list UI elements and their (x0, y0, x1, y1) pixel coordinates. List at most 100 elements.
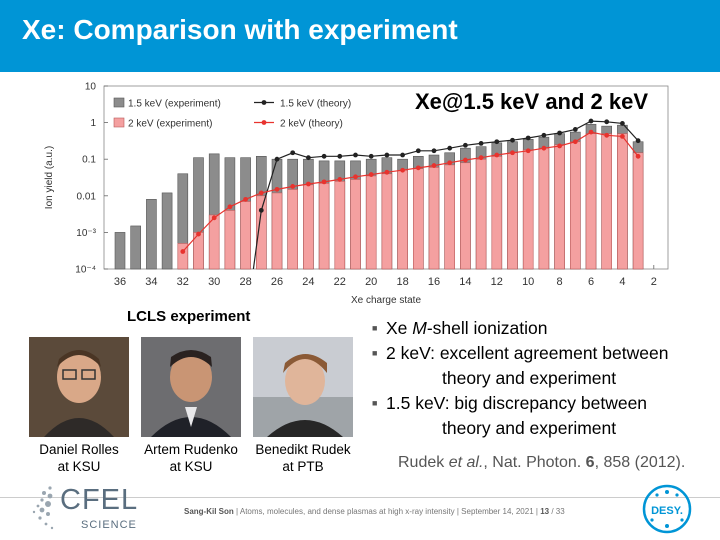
legend-swatch-exp-1-5kev (113, 97, 125, 108)
legend-label: 1.5 keV (experiment) (128, 99, 221, 110)
line-theory-1-5kev-point (384, 152, 390, 158)
line-theory-2kev-point (525, 148, 531, 154)
x-tick-label: 2 (651, 276, 657, 288)
line-theory-2kev-point (478, 155, 484, 161)
person-name: Daniel Rolles (39, 442, 119, 457)
bullet-list: ■ Xe M-shell ionization ■ 2 keV: excellent… (372, 316, 712, 441)
x-tick-label: 36 (114, 276, 126, 288)
footer-author: Sang-Kil Son (184, 507, 234, 516)
x-tick-label: 14 (459, 276, 471, 288)
bar-exp-2kev (287, 189, 299, 270)
line-theory-2kev-point (541, 145, 547, 151)
bullet-rest: -shell ionization (426, 318, 548, 338)
line-theory-2kev-point (321, 179, 327, 185)
line-theory-2kev-point (227, 204, 233, 210)
person-caption-rolles: Daniel Rolles at KSU (19, 441, 139, 475)
line-theory-2kev-point (400, 167, 405, 173)
legend-label: 1.5 keV (theory) (280, 99, 351, 110)
person-affiliation: at KSU (169, 459, 213, 474)
line-theory-2kev-point (306, 181, 311, 187)
footer-text: | Atoms, molecules, and dense plasmas at… (233, 507, 541, 516)
citation-author: Rudek (398, 454, 449, 471)
x-tick-label: 4 (619, 276, 625, 288)
footer-divider (0, 497, 720, 498)
citation-volume: 6 (585, 454, 595, 471)
line-theory-1-5kev-point (541, 132, 547, 138)
bar-exp-2kev (601, 133, 613, 270)
line-theory-2kev-point (258, 190, 264, 196)
line-theory-1-5kev-point (321, 153, 327, 159)
bar-exp-2kev (491, 156, 503, 270)
citation-etal: et al. (448, 454, 484, 471)
x-tick-label: 28 (239, 276, 251, 288)
line-theory-1-5kev-point (525, 135, 531, 141)
page-total: / 33 (549, 507, 565, 516)
line-theory-1-5kev-point (274, 156, 280, 162)
bullet-item: ■ 2 keV: excellent agreement between theo… (372, 341, 712, 391)
person-caption-rudenko: Artem Rudenko at KSU (131, 441, 251, 475)
chart-overlay-title: Xe@1.5 keV and 2 keV (415, 89, 649, 114)
line-theory-2kev-point (463, 157, 468, 163)
line-theory-2kev-point (635, 153, 641, 159)
line-theory-1-5kev-point (415, 148, 421, 154)
line-theory-1-5kev-point (463, 142, 468, 148)
line-theory-1-5kev-point (604, 119, 610, 125)
square-bullet-icon: ■ (372, 348, 378, 358)
line-theory-2kev-point (180, 249, 186, 254)
bullet-continuation: theory and experiment (442, 368, 617, 388)
line-theory-1-5kev-point (337, 153, 343, 159)
cfel-logo-text: CFEL (60, 484, 139, 516)
x-tick-label: 12 (491, 276, 503, 288)
x-tick-label: 20 (365, 276, 377, 288)
line-theory-2kev-point (211, 215, 217, 221)
line-theory-1-5kev-point (635, 138, 641, 144)
line-theory-1-5kev-point (290, 150, 296, 156)
x-tick-label: 18 (396, 276, 408, 288)
line-theory-1-5kev (252, 120, 639, 270)
line-theory-1-5kev-point (510, 137, 515, 143)
y-tick-label: 1 (90, 118, 96, 129)
line-theory-2kev-point (415, 165, 421, 171)
legend-swatch-exp-2kev (113, 117, 125, 128)
bar-exp-2kev (554, 144, 565, 270)
line-theory-2kev-point (243, 196, 249, 202)
bar-exp-2kev (397, 169, 408, 270)
line-theory-1-5kev-point (557, 130, 562, 136)
line-theory-2kev-point (494, 152, 500, 158)
bar-exp-2kev (460, 162, 471, 270)
person-name: Artem Rudenko (144, 442, 238, 457)
line-theory-2kev-point (274, 186, 280, 192)
bar-exp-2kev (507, 152, 518, 270)
x-tick-label: 22 (334, 276, 346, 288)
line-theory-1-5kev-point (258, 207, 264, 213)
footer: Sang-Kil Son | Atoms, molecules, and den… (184, 507, 565, 516)
x-tick-label: 8 (557, 276, 563, 288)
line-theory-2kev-point (337, 177, 343, 182)
line-theory-2kev-point (384, 169, 390, 175)
bar-exp-2kev (208, 214, 220, 270)
bar-exp-2kev (240, 201, 251, 270)
x-tick-label: 6 (588, 276, 594, 288)
citation-journal: , Nat. Photon. (483, 454, 586, 471)
line-theory-2kev-point (572, 139, 578, 145)
bullet-emphasis: M (412, 318, 427, 338)
photo-daniel-rolles (29, 337, 129, 437)
bar-exp-2kev (538, 147, 550, 270)
bar-exp-2kev (412, 168, 424, 270)
line-theory-2kev-point (510, 150, 515, 156)
bar-exp-2kev (224, 210, 236, 270)
y-axis-label: Ion yield (a.u.) (44, 146, 55, 209)
bar-exp-2kev (177, 243, 189, 270)
line-theory-2kev-point (196, 231, 201, 237)
bar-exp-2kev (617, 133, 628, 270)
bar-exp-2kev (632, 152, 644, 270)
bullet-continuation: theory and experiment (442, 418, 617, 438)
y-tick-label: 0.01 (77, 191, 97, 202)
x-tick-label: 34 (145, 276, 157, 288)
bar-exp-2kev (569, 141, 581, 270)
y-tick-label: 10⁻³ (76, 228, 96, 239)
slide-title: Xe: Comparison with experiment (22, 14, 458, 45)
line-theory-2kev-point (604, 132, 610, 138)
y-tick-label: 0.1 (82, 155, 96, 166)
bar-exp-2kev (365, 175, 377, 270)
